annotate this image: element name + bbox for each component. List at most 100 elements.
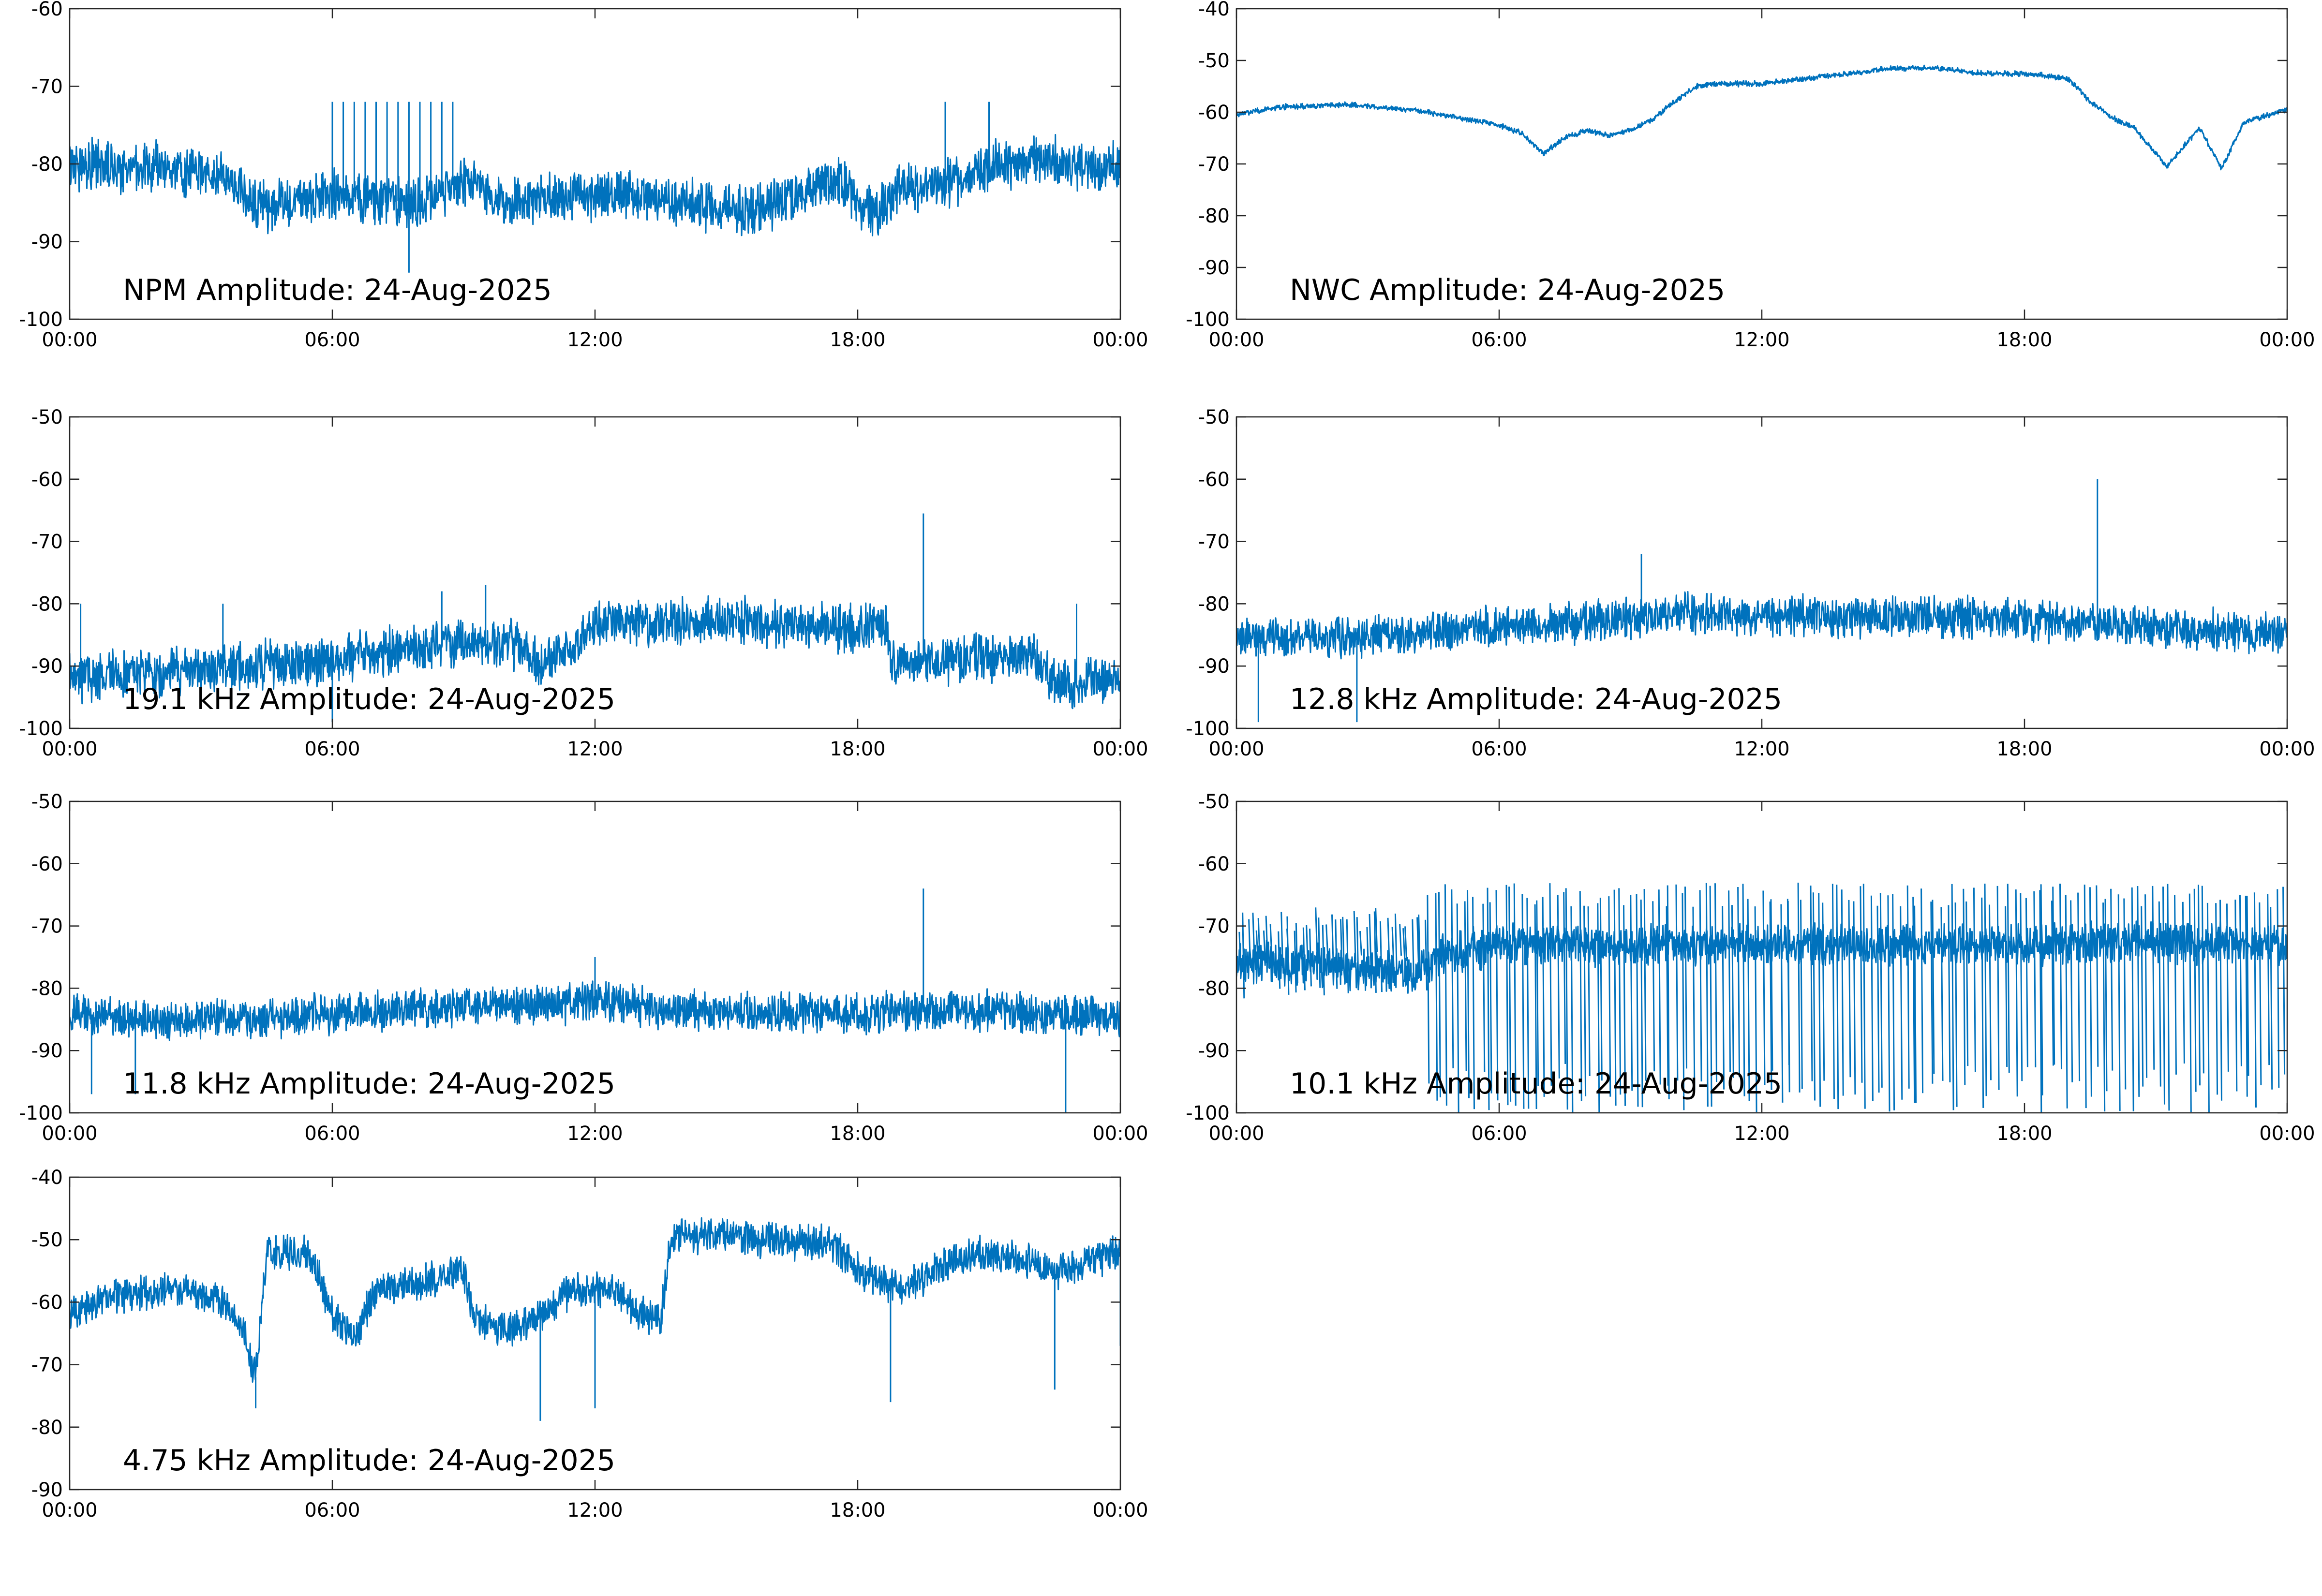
series-line (70, 888, 1120, 1113)
y-tick-label: -90 (31, 655, 63, 678)
panel-title: 10.1 kHz Amplitude: 24-Aug-2025 (1290, 1067, 1782, 1101)
y-tick-label: -40 (1198, 0, 1230, 20)
y-tick-label: -50 (31, 791, 63, 813)
x-tick-label: 06:00 (1471, 738, 1527, 760)
y-tick-label: -60 (1198, 469, 1230, 491)
plot-area (70, 888, 1120, 1113)
x-tick-label: 00:00 (2259, 329, 2315, 351)
x-tick-label: 12:00 (1734, 738, 1789, 760)
x-tick-label: 12:00 (1734, 329, 1789, 351)
x-tick-label: 00:00 (1208, 329, 1264, 351)
y-tick-label: -80 (1198, 593, 1230, 615)
y-tick-label: -90 (31, 1040, 63, 1062)
plot-area (70, 102, 1120, 273)
series-line (70, 102, 1120, 273)
x-tick-label: 06:00 (304, 1499, 360, 1522)
axes-box (1235, 8, 2288, 320)
axes-box (69, 8, 1121, 320)
x-tick-label: 00:00 (1092, 1123, 1148, 1145)
y-tick-label: -90 (31, 231, 63, 253)
y-tick-label: -60 (1198, 102, 1230, 124)
panel-title: 19.1 kHz Amplitude: 24-Aug-2025 (123, 682, 615, 716)
panel-title: 12.8 kHz Amplitude: 24-Aug-2025 (1290, 682, 1782, 716)
x-tick-label: 18:00 (830, 738, 885, 760)
y-tick-label: -60 (31, 469, 63, 491)
x-tick-label: 12:00 (567, 329, 623, 351)
y-tick-label: -90 (1198, 257, 1230, 279)
x-tick-label: 06:00 (304, 1123, 360, 1145)
y-tick-label: -80 (1198, 205, 1230, 227)
series-line (1236, 64, 2287, 171)
plot-area (1236, 479, 2287, 723)
y-tick-label: -100 (1186, 1102, 1230, 1124)
axes-box (69, 416, 1121, 729)
x-tick-label: 00:00 (1208, 1123, 1264, 1145)
x-tick-label: 00:00 (42, 1499, 97, 1522)
plot-area (1236, 883, 2287, 1113)
y-tick-label: -70 (1198, 531, 1230, 553)
x-tick-label: 00:00 (2259, 738, 2315, 760)
series-line (1236, 479, 2287, 723)
x-tick-label: 18:00 (830, 329, 885, 351)
y-tick-label: -70 (31, 76, 63, 98)
y-tick-label: -70 (1198, 153, 1230, 176)
series-line (70, 513, 1120, 723)
y-tick-label: -50 (1198, 791, 1230, 813)
y-tick-label: -80 (31, 593, 63, 615)
y-tick-label: -100 (1186, 718, 1230, 740)
x-tick-label: 12:00 (567, 1499, 623, 1522)
panel-title: NPM Amplitude: 24-Aug-2025 (123, 273, 552, 307)
y-tick-label: -100 (1186, 309, 1230, 331)
x-tick-label: 06:00 (1471, 329, 1527, 351)
x-tick-label: 00:00 (1092, 738, 1148, 760)
y-tick-label: -50 (1198, 50, 1230, 72)
x-tick-label: 00:00 (2259, 1123, 2315, 1145)
series-line (70, 1217, 1120, 1421)
x-tick-label: 06:00 (304, 738, 360, 760)
plot-area (70, 1217, 1120, 1421)
x-tick-label: 00:00 (1208, 738, 1264, 760)
y-tick-label: -60 (1198, 853, 1230, 875)
y-tick-label: -80 (31, 977, 63, 1000)
x-tick-label: 18:00 (830, 1123, 885, 1145)
panel-title: NWC Amplitude: 24-Aug-2025 (1290, 273, 1725, 307)
series-line (1236, 883, 2287, 1113)
y-tick-label: -100 (19, 309, 63, 331)
y-tick-label: -90 (31, 1479, 63, 1501)
x-tick-label: 00:00 (1092, 1499, 1148, 1522)
x-tick-label: 06:00 (1471, 1123, 1527, 1145)
y-tick-label: -50 (1198, 406, 1230, 429)
x-tick-label: 18:00 (1996, 1123, 2052, 1145)
y-tick-label: -70 (31, 916, 63, 938)
panel-title: 11.8 kHz Amplitude: 24-Aug-2025 (123, 1067, 615, 1101)
y-tick-label: -100 (19, 1102, 63, 1124)
x-tick-label: 06:00 (304, 329, 360, 351)
axes-box (1235, 416, 2288, 729)
y-tick-label: -80 (1198, 977, 1230, 1000)
y-tick-label: -60 (31, 0, 63, 20)
y-tick-label: -70 (31, 1354, 63, 1376)
x-tick-label: 18:00 (1996, 329, 2052, 351)
x-tick-label: 00:00 (1092, 329, 1148, 351)
y-tick-label: -60 (31, 1291, 63, 1314)
y-tick-label: -60 (31, 853, 63, 875)
x-tick-label: 12:00 (567, 1123, 623, 1145)
y-tick-label: -100 (19, 718, 63, 740)
y-tick-label: -70 (1198, 916, 1230, 938)
x-tick-label: 00:00 (42, 1123, 97, 1145)
y-tick-label: -70 (31, 531, 63, 553)
x-tick-label: 18:00 (830, 1499, 885, 1522)
y-tick-label: -90 (1198, 1040, 1230, 1062)
x-tick-label: 12:00 (567, 738, 623, 760)
y-tick-label: -50 (31, 1229, 63, 1251)
y-tick-label: -90 (1198, 655, 1230, 678)
y-tick-label: -50 (31, 406, 63, 429)
y-tick-label: -80 (31, 153, 63, 176)
